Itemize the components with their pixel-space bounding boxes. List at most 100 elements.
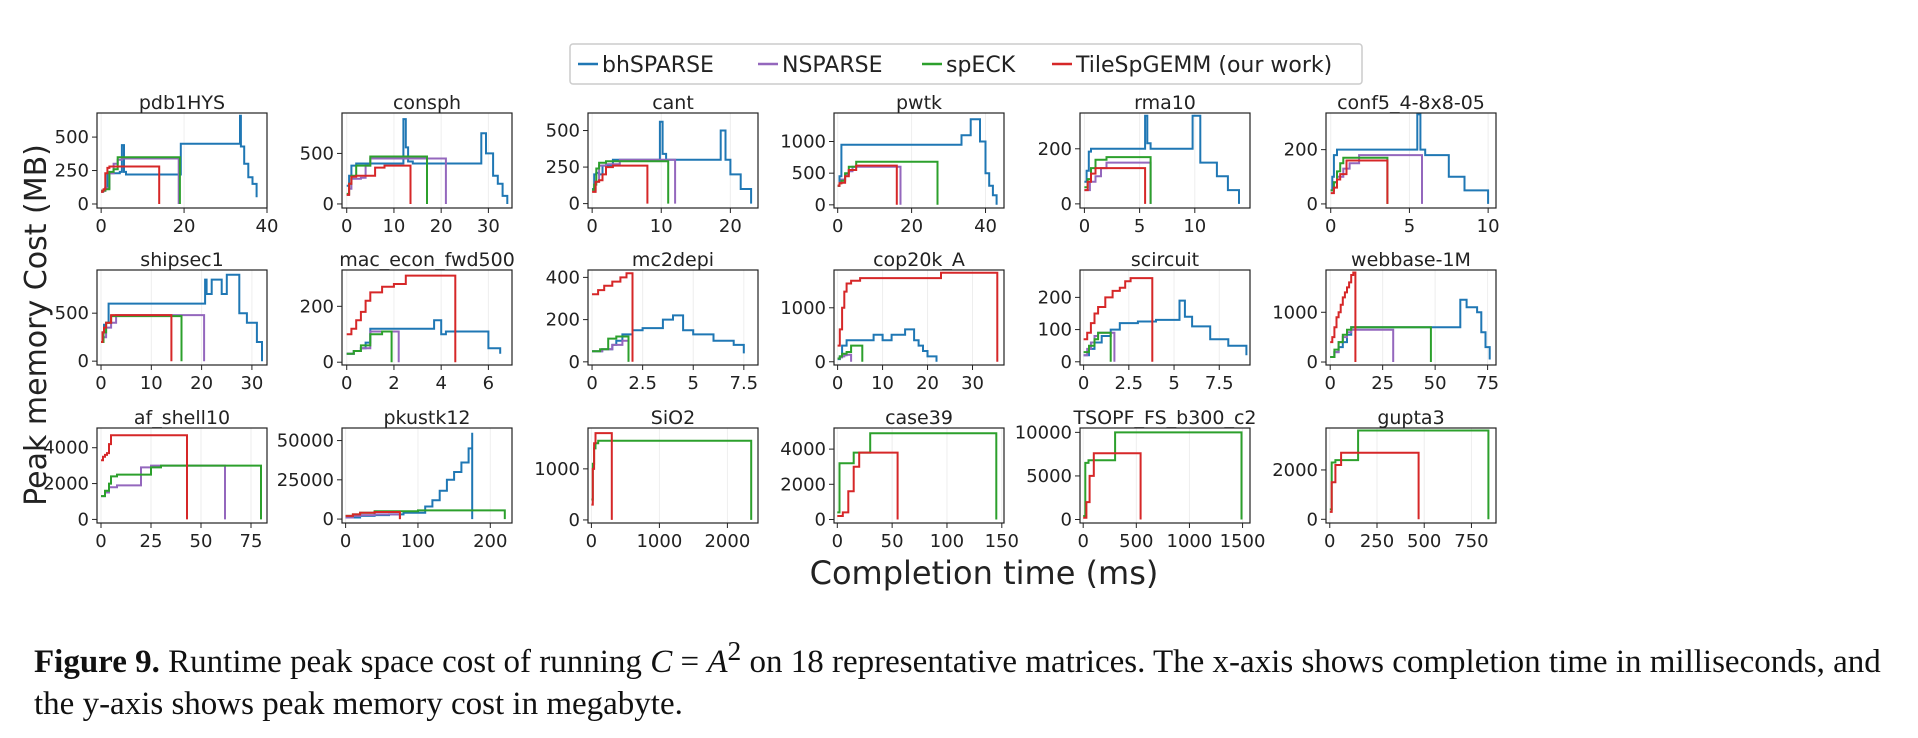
series-line-tilespgemm-our-work [101,314,173,362]
series-line-nsparse [101,157,180,204]
subplot-title: pdb1HYS [139,92,225,114]
subplot-mc2depi: mc2depi 0 2.5 5 7.5 0 200 400 [546,249,759,394]
subplot-sio2: SiO2 0 1000 2000 0 1000 [534,407,759,552]
y-tick-label: 500 [792,163,826,184]
y-tick-label: 10000 [1015,422,1072,443]
y-axis-label: Peak memory Cost (MB) [19,144,54,506]
series-line-speck [346,330,393,363]
y-tick-label: 250 [546,157,580,178]
subplot-title: rma10 [1134,92,1196,114]
x-tick-label: 100 [930,531,964,552]
series-line-speck [1083,431,1243,520]
series-line-speck [592,160,670,204]
series-line-tilespgemm-our-work [837,451,899,520]
plot-frame [1325,112,1497,209]
y-tick-label: 1000 [780,298,826,319]
y-tick-label: 0 [78,509,89,530]
plot-frame [341,427,513,524]
series-line-speck [1330,326,1432,362]
y-tick-label: 250 [55,161,89,182]
y-tick-label: 0 [78,194,89,215]
x-tick-label: 0 [95,373,106,394]
x-tick-label: 150 [985,531,1019,552]
caption-eq-c: C [650,644,673,680]
x-tick-label: 250 [1360,531,1394,552]
x-tick-label: 0 [1079,216,1090,237]
y-tick-label: 0 [815,509,826,530]
x-tick-label: 20 [900,216,923,237]
x-tick-label: 0 [832,373,843,394]
y-tick-label: 0 [1307,194,1318,215]
x-tick-label: 0 [586,531,597,552]
y-tick-label: 0 [815,352,826,373]
y-tick-label: 5000 [1026,466,1072,487]
series-line-tilespgemm-our-work [345,511,401,520]
caption-eq-exponent: 2 [727,635,742,666]
x-tick-label: 1000 [1167,531,1213,552]
legend-label-bhsparse: bhSPARSE [602,53,714,78]
caption-text-post: on 18 representative matrices. The x-axi… [34,644,1881,722]
x-tick-label: 25 [1371,373,1394,394]
subplot-title: conf5_4-8x8-05 [1337,92,1485,114]
x-axis-label: Completion time (ms) [810,554,1159,592]
y-tick-label: 500 [55,303,89,324]
x-tick-label: 20 [430,216,453,237]
plot-frame [833,112,1005,209]
x-tick-label: 30 [961,373,984,394]
x-tick-label: 0 [95,531,106,552]
x-tick-label: 7.5 [730,373,759,394]
subplot-title: mc2depi [632,249,714,271]
series-line-tilespgemm-our-work [591,432,613,520]
x-tick-label: 30 [240,373,263,394]
subplot-gupta3: gupta3 0 250 500 750 0 2000 [1272,407,1497,552]
subplot-pkustk12: pkustk12 0 100 200 0 25000 50000 [277,407,513,552]
x-tick-label: 5 [1168,373,1179,394]
subplot-title: webbase-1M [1351,249,1471,271]
series-line-tilespgemm-our-work [1084,167,1147,204]
y-tick-label: 2000 [1272,460,1318,481]
plot-frame [1079,269,1251,366]
x-tick-label: 20 [190,373,213,394]
x-tick-label: 5 [688,373,699,394]
subplot-title: mac_econ_fwd500 [339,249,515,271]
subplot-consph: consph 0 10 20 30 0 500 [300,92,513,237]
plot-frame [587,112,759,209]
x-tick-label: 0 [341,373,352,394]
y-tick-label: 1000 [780,132,826,153]
x-tick-label: 0 [586,216,597,237]
subplot-af-shell10: af_shell10 0 25 50 75 0 2000 4000 [43,407,268,552]
y-tick-label: 200 [546,310,580,331]
series-line-bhsparse [345,432,474,520]
x-tick-label: 50 [881,531,904,552]
y-tick-label: 4000 [43,438,89,459]
plot-frame [341,112,513,209]
y-tick-label: 4000 [780,439,826,460]
x-tick-label: 30 [477,216,500,237]
series-line-speck [1329,429,1490,520]
y-tick-label: 200 [1038,287,1072,308]
x-tick-label: 2.5 [1115,373,1144,394]
subplot-mac-econ-fwd500: mac_econ_fwd500 0 2 4 6 0 200 [300,249,515,394]
plot-frame [1079,427,1251,524]
plot-frame [587,269,759,366]
x-tick-label: 500 [1119,531,1153,552]
y-tick-label: 0 [569,352,580,373]
subplot-pwtk: pwtk 0 20 40 0 500 1000 [780,92,1005,237]
x-tick-label: 2.5 [628,373,657,394]
series-line-bhsparse [837,118,998,205]
x-tick-label: 2000 [704,531,750,552]
x-tick-label: 0 [1077,531,1088,552]
y-tick-label: 25000 [277,470,334,491]
x-tick-label: 20 [173,216,196,237]
x-tick-label: 40 [974,216,997,237]
x-tick-label: 0 [1078,373,1089,394]
plot-frame [96,112,268,209]
y-tick-label: 0 [1061,510,1072,531]
series-line-nsparse [1330,154,1423,204]
subplot-tsopf-fs-b300-c2: TSOPF_FS_b300_c2 0 500 1000 1500 0 5000 10000 [1015,407,1266,552]
legend-frame [569,43,1363,85]
caption-eq-equals: = [672,644,708,680]
legend-label-speck: spECK [946,53,1016,78]
y-tick-label: 100 [1038,320,1072,341]
